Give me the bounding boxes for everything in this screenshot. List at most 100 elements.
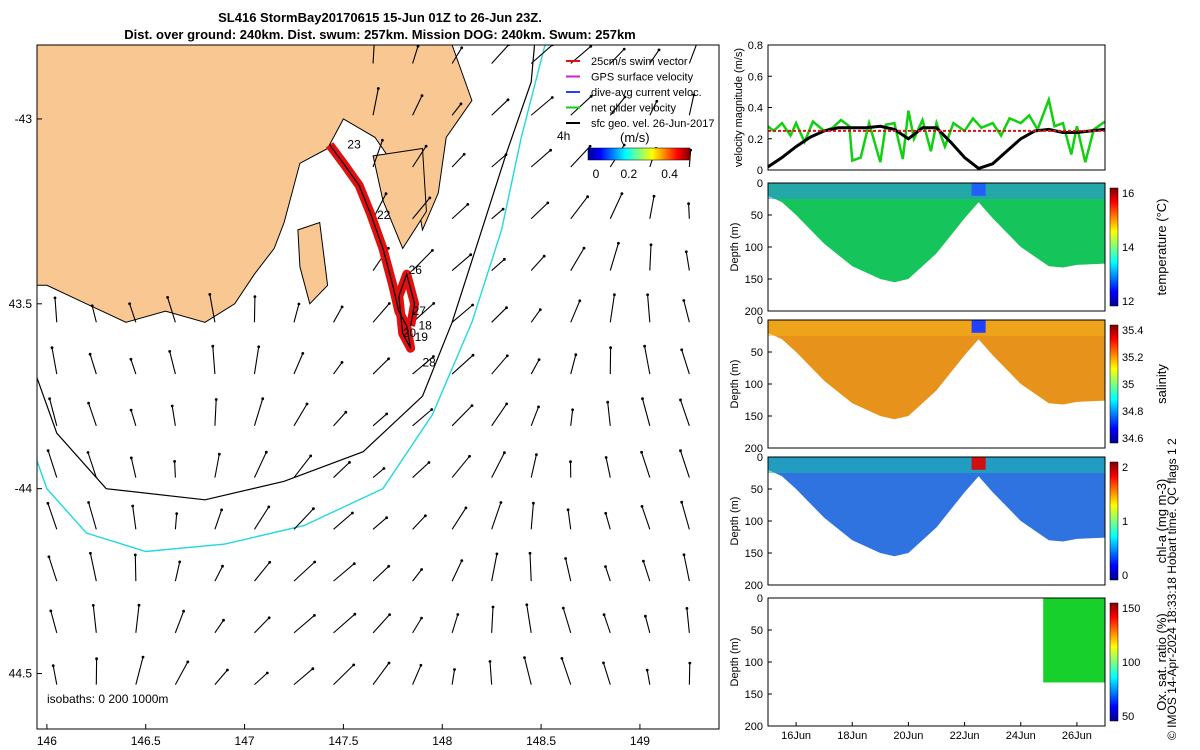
current-vector <box>174 461 176 478</box>
current-vector-head <box>528 551 532 555</box>
section-colorbar-tick: 35 <box>1122 379 1134 391</box>
current-vector-head <box>424 514 427 518</box>
current-vector-head <box>564 557 567 560</box>
current-vector-head <box>373 37 376 40</box>
current-vector-head <box>456 613 460 616</box>
current-vector-head <box>51 664 55 668</box>
day-label: 27 <box>413 304 427 318</box>
day-label: 18 <box>419 319 433 333</box>
current-vector <box>293 455 312 478</box>
figure-title-line-2: Dist. over ground: 240km. Dist. swum: 25… <box>124 27 636 42</box>
current-vector <box>333 563 355 582</box>
isobath-legend: isobaths: 0 200 1000m <box>47 692 168 706</box>
map-ytick-label: -44 <box>15 482 33 496</box>
current-vector-head <box>505 402 508 406</box>
current-vector-head <box>87 501 90 504</box>
section-anomaly <box>971 457 986 470</box>
current-vector <box>451 507 467 530</box>
current-vector-head <box>381 138 384 142</box>
current-vector-head <box>462 152 466 156</box>
current-vector <box>491 154 507 168</box>
current-vector-head <box>344 410 348 414</box>
current-vector-head <box>427 461 431 464</box>
current-vector-head <box>542 254 546 258</box>
current-vector-head <box>642 559 645 563</box>
current-vector-head <box>537 405 540 409</box>
current-vector-head <box>220 508 224 512</box>
current-vector-head <box>649 243 653 247</box>
current-vector <box>683 300 690 323</box>
current-vector-head <box>532 501 535 505</box>
section-colorbar-tick: 14 <box>1122 242 1134 254</box>
section-ytick-label: 0 <box>757 593 763 605</box>
current-vector-head <box>211 344 215 348</box>
current-vector-head <box>420 568 423 571</box>
current-vector-head <box>208 293 212 296</box>
section-ytick-label: 50 <box>751 484 763 496</box>
current-vector <box>451 47 463 64</box>
map-xtick-label: 146.5 <box>131 734 161 748</box>
current-vector-head <box>566 508 570 512</box>
current-vector <box>529 553 532 582</box>
colorbar-tick-label: 0 <box>593 167 600 181</box>
current-vector-head <box>387 564 391 568</box>
current-vector-head <box>588 144 592 148</box>
section-ytick-label: 200 <box>745 580 763 592</box>
current-vector <box>644 616 651 634</box>
current-vector-head <box>430 408 434 411</box>
current-vector-head <box>226 668 229 672</box>
colorbar-horizontal <box>587 147 691 161</box>
current-vector-head <box>464 506 468 510</box>
section-ylabel: Depth (m) <box>729 497 741 546</box>
current-vector <box>134 554 137 582</box>
current-vector-head <box>420 94 424 97</box>
current-vector-head <box>137 603 141 607</box>
current-vector-head <box>617 241 620 245</box>
current-vector-head <box>505 354 509 358</box>
current-vector <box>491 355 508 375</box>
current-vector <box>171 405 176 426</box>
current-vector <box>293 668 314 686</box>
current-vector-head <box>460 46 464 50</box>
current-vector <box>649 244 652 271</box>
current-vector-head <box>680 500 684 504</box>
current-vector <box>174 611 185 634</box>
section-colorbar <box>1109 461 1119 581</box>
section-xtick-label: 24Jun <box>1006 730 1036 742</box>
current-vector-head <box>469 253 473 257</box>
current-vector-head <box>655 99 659 103</box>
current-vector-head <box>684 250 688 254</box>
section-ytick-label: 200 <box>745 443 763 455</box>
map-ytick-label: 44.5 <box>9 667 33 681</box>
current-vector-head <box>376 87 380 90</box>
current-vector <box>607 402 611 426</box>
current-vector <box>605 457 611 478</box>
current-vector-head <box>351 511 354 515</box>
section-ytick-label: 150 <box>745 411 763 423</box>
current-vector-head <box>586 195 589 199</box>
current-vector-head <box>460 559 464 562</box>
section-ytick-label: 0 <box>757 178 763 190</box>
current-vector <box>686 608 690 633</box>
current-vector-head <box>257 345 261 349</box>
current-vector-head <box>166 296 170 299</box>
section-xtick-label: 22Jun <box>950 730 980 742</box>
current-vector-head <box>88 352 92 356</box>
current-vector-head <box>419 663 423 667</box>
current-vector <box>132 505 137 530</box>
current-vector <box>609 48 625 64</box>
current-vector <box>491 45 510 64</box>
current-vector-head <box>571 408 574 412</box>
current-vector <box>451 203 469 220</box>
current-vector <box>253 398 264 426</box>
current-vector <box>646 670 651 685</box>
current-vector <box>570 196 589 220</box>
map-ytick-label: 43.5 <box>9 297 33 311</box>
section-ytick-label: 0 <box>757 315 763 327</box>
current-vector-head <box>268 560 272 564</box>
current-vector-head <box>622 143 626 147</box>
current-vector <box>412 197 431 220</box>
current-vector-head <box>352 663 356 667</box>
current-vector-head <box>604 565 607 568</box>
